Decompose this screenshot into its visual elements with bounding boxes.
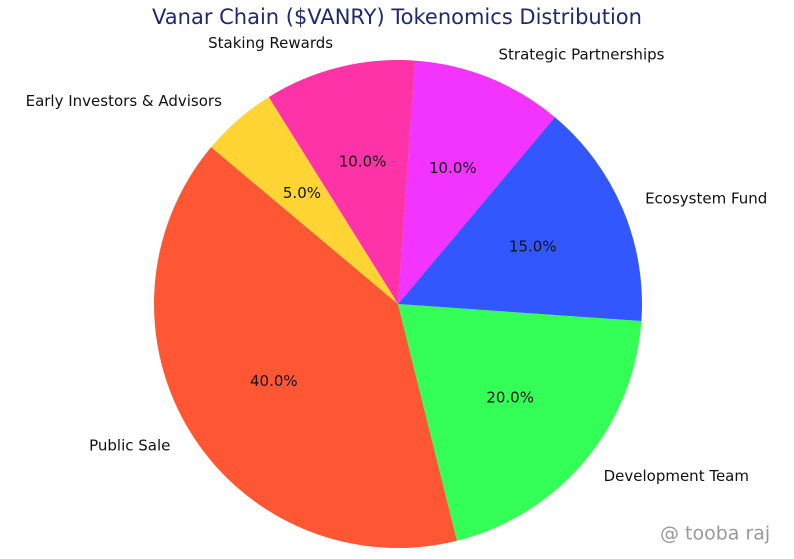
value-label: 10.0%	[429, 159, 477, 177]
watermark: @ tooba raj	[660, 523, 770, 545]
pie-slice	[398, 117, 643, 322]
pie-slice	[154, 147, 458, 548]
pie-slice	[398, 60, 555, 304]
pie-slice	[211, 97, 398, 304]
value-label: 40.0%	[250, 372, 298, 390]
pie-slice	[268, 59, 416, 304]
slice-label: Public Sale	[89, 437, 170, 455]
slice-label: Development Team	[604, 467, 749, 485]
value-label: 20.0%	[486, 389, 534, 407]
value-label: 10.0%	[339, 152, 387, 170]
slice-label: Strategic Partnerships	[499, 46, 665, 64]
value-label: 15.0%	[509, 237, 557, 255]
slice-label: Ecosystem Fund	[645, 190, 767, 208]
slice-label: Staking Rewards	[208, 34, 333, 52]
chart-title: Vanar Chain ($VANRY) Tokenomics Distribu…	[152, 5, 642, 29]
slice-label: Early Investors & Advisors	[26, 92, 222, 110]
value-label: 5.0%	[283, 184, 321, 202]
pie-slice	[398, 304, 642, 541]
